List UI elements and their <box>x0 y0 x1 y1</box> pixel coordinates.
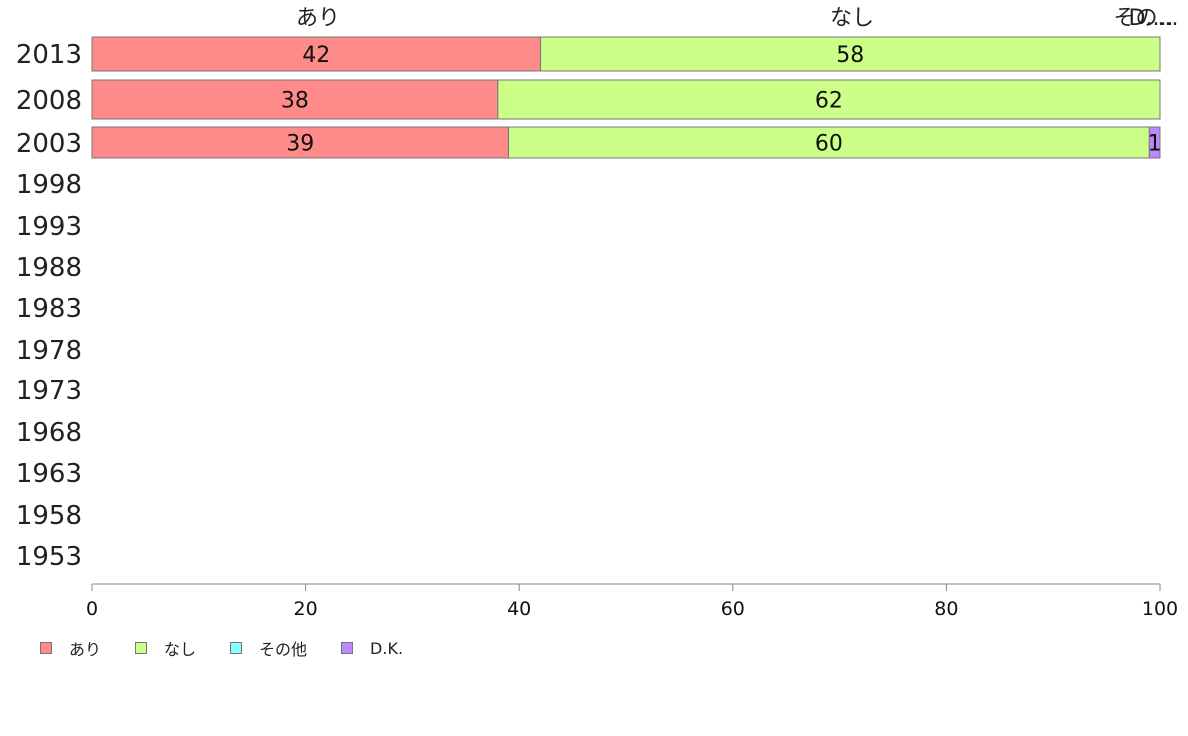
legend-label-nashi: なし <box>164 640 197 659</box>
year-label-1988: 1988 <box>16 253 82 283</box>
x-tick-label-80: 80 <box>934 598 958 620</box>
bar-2003-ari <box>91 126 510 159</box>
top-label-sonota: その... <box>1114 6 1179 31</box>
year-label-1968: 1968 <box>16 418 82 448</box>
year-label-2008: 2008 <box>16 86 82 116</box>
bar-2008-nashi <box>497 79 1161 120</box>
x-tick-label-20: 20 <box>294 598 318 620</box>
x-tick-label-100: 100 <box>1142 598 1178 620</box>
bars-group: 42 58 38 62 39 60 1 <box>91 36 1162 159</box>
legend-swatch-ari <box>40 642 52 654</box>
value-label-2013-ari: 42 <box>302 43 330 68</box>
year-label-1993: 1993 <box>16 212 82 242</box>
x-axis: 0 20 40 60 80 100 <box>86 583 1178 620</box>
x-tick-label-60: 60 <box>721 598 745 620</box>
legend-label-dk: D.K. <box>370 638 404 658</box>
legend-label-ari: あり <box>69 640 102 659</box>
year-label-1978: 1978 <box>16 336 82 366</box>
year-label-1983: 1983 <box>16 294 82 324</box>
year-label-1973: 1973 <box>16 376 82 406</box>
bar-2013-ari <box>91 36 542 72</box>
legend: あり なし その他 D.K. <box>40 636 403 660</box>
year-label-1963: 1963 <box>16 459 82 489</box>
year-label-2003: 2003 <box>16 129 82 159</box>
legend-item-nashi: なし <box>135 636 196 660</box>
year-label-1998: 1998 <box>16 170 82 200</box>
legend-item-sonota: その他 <box>230 636 307 660</box>
x-tick-label-0: 0 <box>86 598 98 620</box>
legend-swatch-sonota <box>230 642 243 654</box>
year-axis-labels: 2013 2008 2003 1998 1993 1988 1983 1978 1973 1968… <box>16 40 82 572</box>
value-label-2008-ari: 38 <box>281 89 309 114</box>
year-label-1958: 1958 <box>16 501 82 531</box>
legend-swatch-nashi <box>135 642 148 654</box>
legend-swatch-dk <box>341 642 354 654</box>
value-label-2003-dk: 1 <box>1148 132 1162 157</box>
top-label-nashi: なし <box>830 6 874 31</box>
top-label-dk: D.... <box>1129 6 1174 31</box>
bar-2013-nashi <box>540 36 1161 72</box>
legend-label-sonota: その他 <box>259 640 308 659</box>
top-label-ari: あり <box>296 6 340 31</box>
legend-item-ari: あり <box>40 636 101 660</box>
value-label-2003-ari: 39 <box>286 132 314 157</box>
year-label-2013: 2013 <box>16 40 82 70</box>
value-label-2003-nashi: 60 <box>815 132 843 157</box>
bar-2003-dk <box>1148 126 1161 159</box>
bar-2003-nashi <box>508 126 1150 159</box>
x-tick-label-40: 40 <box>507 598 531 620</box>
legend-item-dk: D.K. <box>341 639 403 658</box>
value-label-2008-nashi: 62 <box>815 89 843 114</box>
value-label-2013-nashi: 58 <box>836 43 864 68</box>
top-category-labels: あり なし その...D.... <box>296 6 1179 31</box>
year-label-1953: 1953 <box>16 542 82 572</box>
bar-2008-ari <box>91 79 499 120</box>
